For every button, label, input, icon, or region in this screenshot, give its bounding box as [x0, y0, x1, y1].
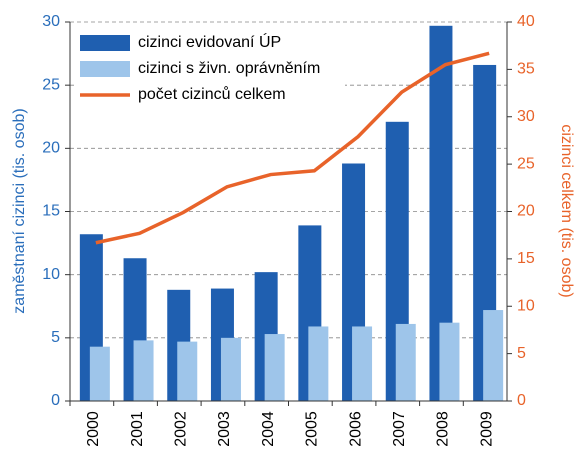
legend-label: počet cizinců celkem	[138, 85, 286, 103]
bar	[133, 340, 154, 401]
y2-tick-label: 0	[517, 392, 526, 409]
bar	[483, 310, 504, 401]
bar	[264, 334, 285, 401]
y2-axis-label: cizinci celkem (tis. osob)	[558, 124, 575, 297]
y2-tick-label: 25	[517, 155, 535, 172]
legend-label: cizinci s živn. oprávněním	[138, 60, 320, 77]
legend-swatch	[80, 35, 130, 51]
y-tick-label: 5	[51, 329, 60, 346]
x-tick-label: 2007	[391, 411, 408, 447]
y2-tick-label: 10	[517, 297, 535, 314]
x-tick-label: 2000	[85, 411, 102, 447]
y2-tick-label: 30	[517, 108, 535, 125]
y2-tick-label: 40	[517, 13, 535, 30]
bar	[395, 323, 416, 401]
y-tick-label: 0	[51, 392, 60, 409]
legend-swatch	[80, 61, 130, 77]
bar	[308, 326, 329, 401]
bar	[439, 322, 460, 401]
x-tick-label: 2001	[129, 411, 146, 447]
y2-tick-label: 35	[517, 61, 535, 78]
y-tick-label: 20	[42, 140, 60, 157]
x-tick-label: 2003	[216, 411, 233, 447]
legend-label: cizinci evidovaní ÚP	[138, 32, 281, 51]
x-tick-label: 2005	[304, 411, 321, 447]
y-axis-label: zaměstnaní cizinci (tis. osob)	[11, 108, 28, 313]
y2-tick-label: 5	[517, 345, 526, 362]
x-tick-label: 2006	[347, 411, 364, 447]
bar	[89, 346, 110, 401]
y2-tick-label: 20	[517, 203, 535, 220]
x-tick-label: 2009	[478, 411, 495, 447]
bar	[220, 337, 241, 401]
y-tick-label: 10	[42, 266, 60, 283]
y-tick-label: 25	[42, 76, 60, 93]
y2-tick-label: 15	[517, 250, 535, 267]
x-tick-label: 2008	[435, 411, 452, 447]
bar	[177, 341, 198, 401]
y-tick-label: 30	[42, 13, 60, 30]
x-tick-label: 2004	[260, 411, 277, 447]
line	[95, 51, 490, 245]
x-tick-label: 2002	[172, 411, 189, 447]
y-tick-label: 15	[42, 203, 60, 220]
bar	[429, 25, 453, 401]
bar	[352, 326, 373, 401]
